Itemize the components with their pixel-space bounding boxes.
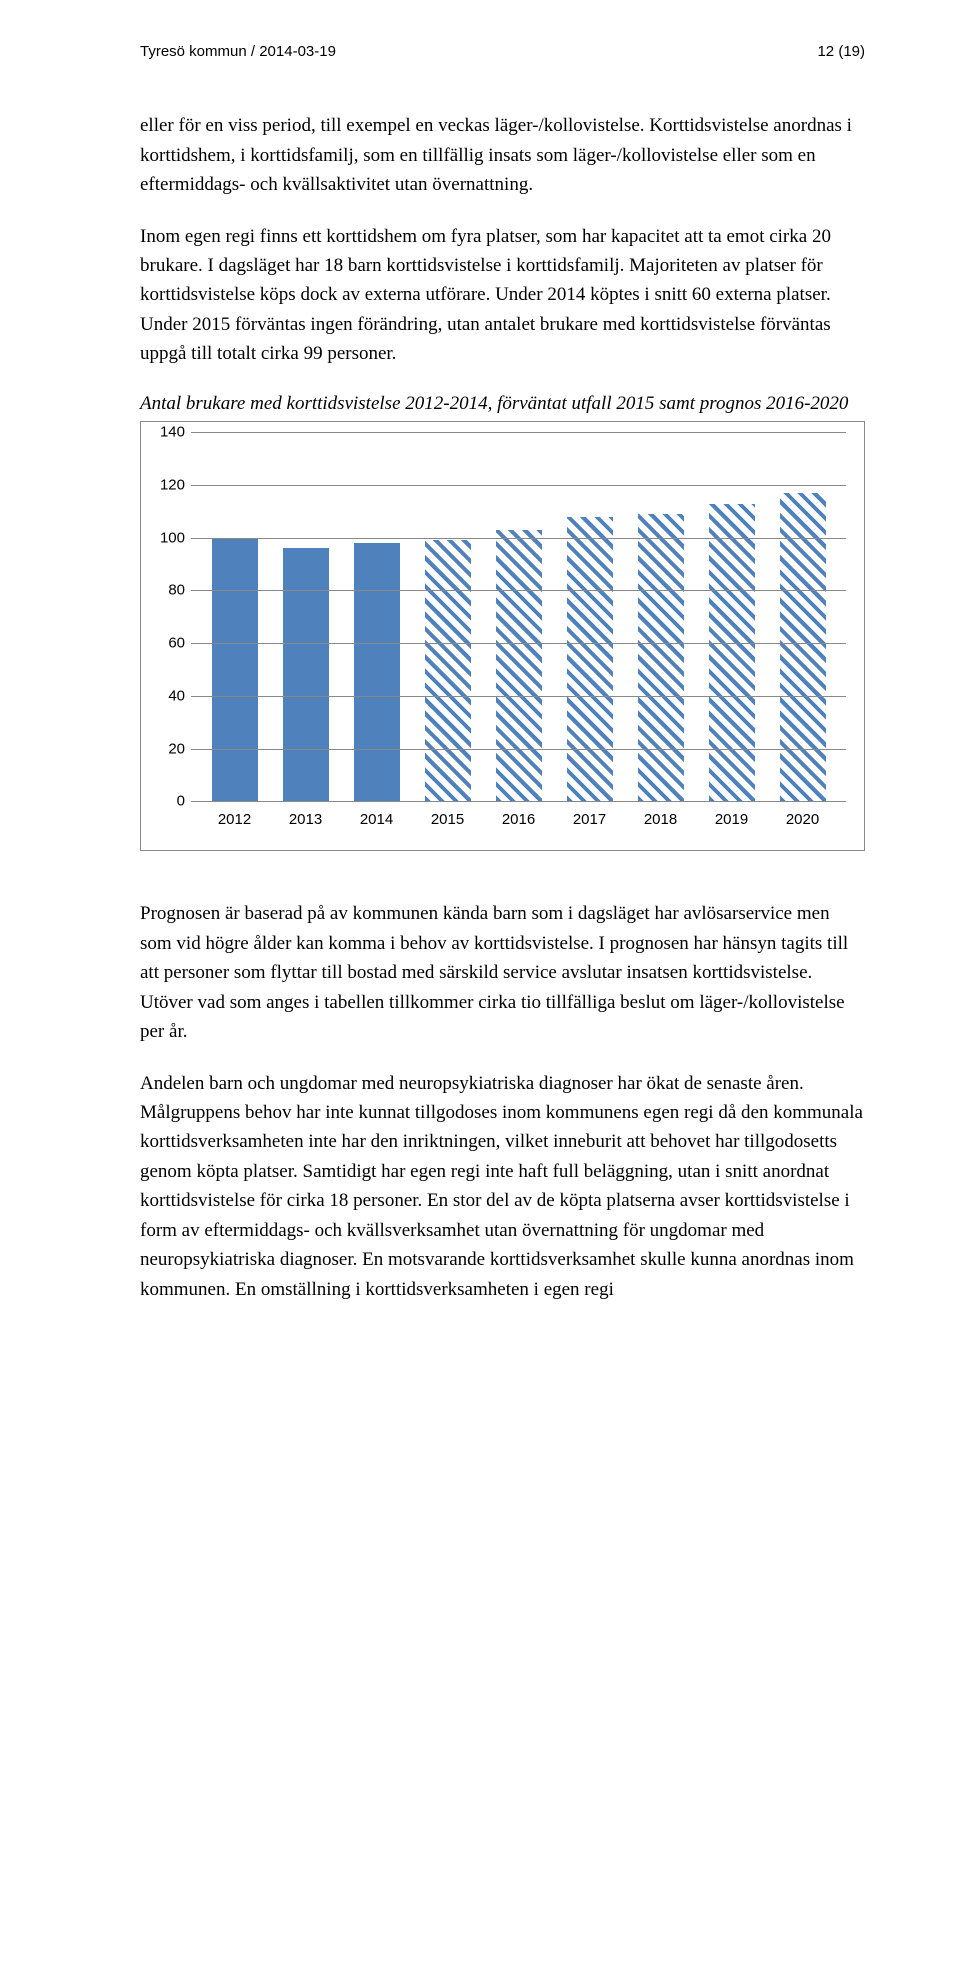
chart-bar xyxy=(496,530,542,801)
chart-bar-slot xyxy=(625,432,696,801)
chart-xtick-label: 2015 xyxy=(412,808,483,831)
chart-gridline xyxy=(191,643,846,644)
body-paragraph-2: Inom egen regi finns ett korttidshem om … xyxy=(140,222,865,369)
chart-xtick-label: 2020 xyxy=(767,808,838,831)
chart-xtick-label: 2013 xyxy=(270,808,341,831)
chart-bar xyxy=(283,548,329,801)
chart-bar xyxy=(354,543,400,801)
header-left: Tyresö kommun / 2014-03-19 xyxy=(140,40,336,63)
chart-ytick-label: 0 xyxy=(149,790,185,813)
chart-bar-slot xyxy=(270,432,341,801)
header-right-page-num: 12 (19) xyxy=(817,40,865,63)
chart-gridline xyxy=(191,485,846,486)
chart-bar-slot xyxy=(341,432,412,801)
chart-xtick-label: 2016 xyxy=(483,808,554,831)
chart-gridline xyxy=(191,696,846,697)
chart-xtick-label: 2017 xyxy=(554,808,625,831)
chart-ytick-label: 100 xyxy=(149,526,185,549)
chart-bar-slot xyxy=(199,432,270,801)
body-paragraph-4: Andelen barn och ungdomar med neuropsyki… xyxy=(140,1069,865,1305)
chart-ytick-label: 40 xyxy=(149,684,185,707)
chart-bar xyxy=(780,493,826,801)
chart-bars-row xyxy=(191,432,846,801)
chart-bar-slot xyxy=(483,432,554,801)
page-header: Tyresö kommun / 2014-03-19 12 (19) xyxy=(140,40,865,63)
chart-bar xyxy=(212,538,258,802)
chart-ytick-label: 20 xyxy=(149,737,185,760)
chart-bar xyxy=(709,504,755,802)
chart-title: Antal brukare med korttidsvistelse 2012-… xyxy=(140,391,865,418)
body-paragraph-3: Prognosen är baserad på av kommunen känd… xyxy=(140,899,865,1046)
chart-ytick-label: 120 xyxy=(149,473,185,496)
chart-xtick-label: 2019 xyxy=(696,808,767,831)
chart-gridline xyxy=(191,590,846,591)
chart-gridline xyxy=(191,749,846,750)
chart-x-axis: 201220132014201520162017201820192020 xyxy=(191,802,846,831)
chart-xtick-label: 2018 xyxy=(625,808,696,831)
chart-xtick-label: 2014 xyxy=(341,808,412,831)
chart-gridline xyxy=(191,538,846,539)
chart-ytick-label: 60 xyxy=(149,632,185,655)
chart-bar-slot xyxy=(554,432,625,801)
chart-ytick-label: 80 xyxy=(149,579,185,602)
chart-gridline xyxy=(191,432,846,433)
chart-bar-slot xyxy=(696,432,767,801)
chart-plot-area: 020406080100120140 xyxy=(191,432,846,802)
body-paragraph-1: eller för en viss period, till exempel e… xyxy=(140,111,865,199)
chart-ytick-label: 140 xyxy=(149,421,185,444)
chart-bar-slot xyxy=(412,432,483,801)
chart-bar-slot xyxy=(767,432,838,801)
chart-xtick-label: 2012 xyxy=(199,808,270,831)
chart-bar xyxy=(425,540,471,801)
chart-bar xyxy=(638,514,684,801)
chart-bar xyxy=(567,517,613,802)
bar-chart: 020406080100120140 201220132014201520162… xyxy=(140,421,865,851)
